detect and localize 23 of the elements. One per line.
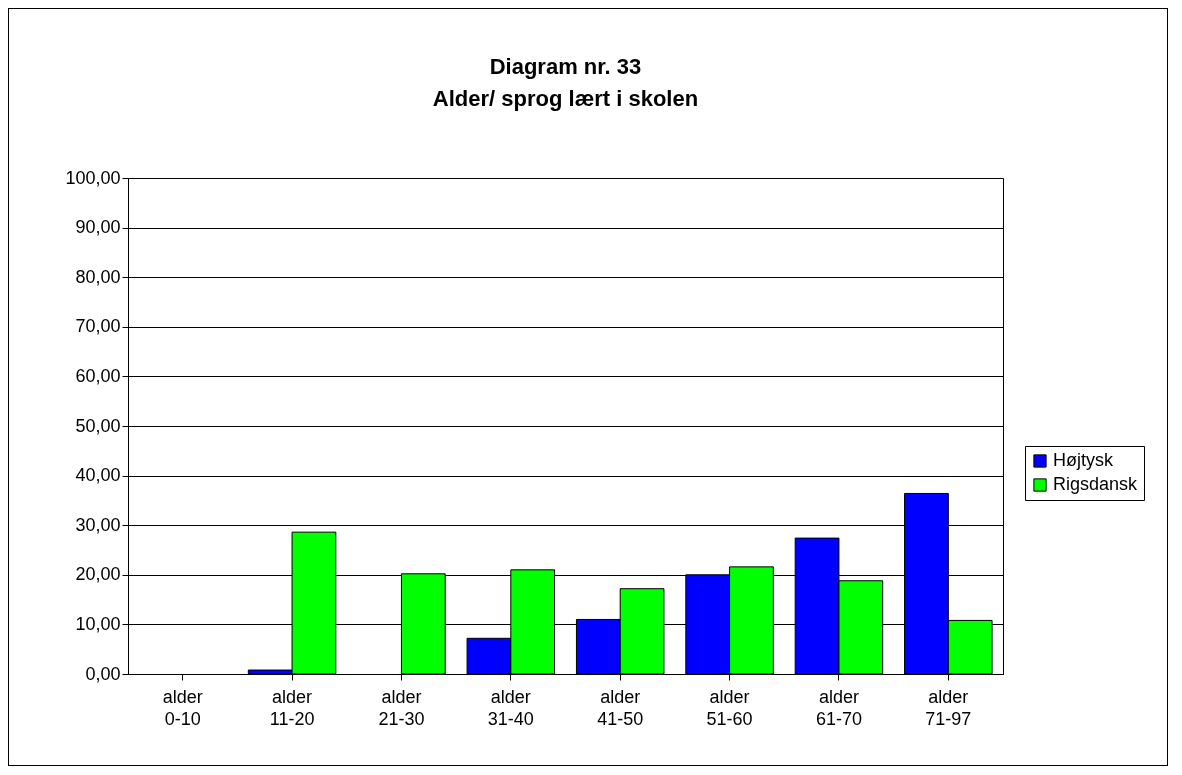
y-tick-label: 90,00 bbox=[75, 217, 121, 238]
text: Alder/ sprog lært i skolen bbox=[432, 86, 699, 111]
y-tick-label: 60,00 bbox=[75, 365, 121, 386]
y-tick-label: 10,00 bbox=[75, 613, 121, 634]
legend-label: Højtysk bbox=[1053, 450, 1114, 470]
y-tick-label: 100,00 bbox=[65, 167, 121, 188]
y-tick-label: 50,00 bbox=[75, 415, 121, 436]
x-tick-label: alder 31-40 bbox=[487, 686, 534, 729]
y-tick-label: 0,00 bbox=[85, 663, 121, 684]
y-tick-label: 30,00 bbox=[75, 514, 121, 535]
x-tick-label: alder 11-20 bbox=[269, 686, 315, 729]
x-tick-label: alder 61-70 bbox=[815, 686, 862, 729]
y-tick-label: 20,00 bbox=[75, 564, 121, 585]
y-tick-label: 40,00 bbox=[75, 465, 121, 486]
y-tick-label: 80,00 bbox=[75, 266, 121, 287]
x-tick-label: alder 41-50 bbox=[597, 686, 644, 729]
text: Diagram nr. 33 bbox=[489, 54, 642, 79]
y-tick-label: 70,00 bbox=[75, 316, 121, 337]
x-tick-label: alder 71-97 bbox=[925, 686, 972, 729]
x-tick-label: alder 0-10 bbox=[162, 686, 203, 729]
x-tick-label: alder 21-30 bbox=[378, 686, 425, 729]
legend-label: Rigsdansk bbox=[1053, 474, 1139, 494]
x-tick-label: alder 51-60 bbox=[706, 686, 753, 729]
